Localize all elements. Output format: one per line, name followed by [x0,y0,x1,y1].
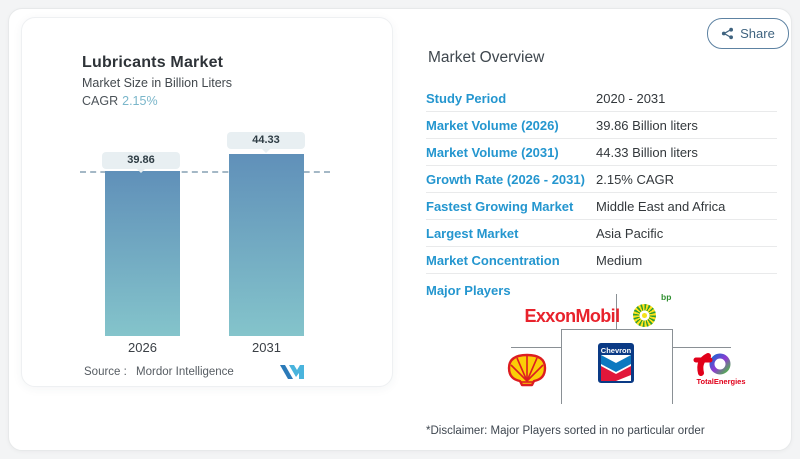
row-value: Asia Pacific [596,226,664,241]
grid-divider-right [671,347,731,348]
overview-table: Study Period 2020 - 2031 Market Volume (… [426,85,777,274]
data-label-2026: 39.86 [102,152,180,173]
row-label: Growth Rate (2026 - 2031) [426,172,585,187]
report-card: Lubricants Market Market Size in Billion… [8,8,792,451]
grid-divider-left [511,347,561,348]
table-row: Growth Rate (2026 - 2031) 2.15% CAGR [426,166,777,193]
table-row: Market Volume (2031) 44.33 Billion liter… [426,139,777,166]
source-value: Mordor Intelligence [136,366,234,378]
totalenergies-logo-label: TotalEnergies [696,377,746,386]
cagr-label: CAGR [82,94,119,108]
row-value: 44.33 Billion liters [596,145,698,160]
table-row: Market Volume (2026) 39.86 Billion liter… [426,112,777,139]
cagr-value: 2.15% [122,94,158,108]
x-axis-label-2031: 2031 [252,340,281,355]
disclaimer-text: *Disclaimer: Major Players sorted in no … [426,425,705,437]
row-value: Medium [596,253,643,268]
chart-title: Lubricants Market [82,54,224,71]
row-label: Study Period [426,91,507,106]
row-value: 2.15% CAGR [596,172,675,187]
totalenergies-te-icon [693,353,731,376]
table-row: Market Concentration Medium [426,247,777,274]
source-label: Source : [84,366,127,378]
data-label-2031: 44.33 [227,132,305,153]
share-button-label: Share [740,26,775,41]
row-value: 2020 - 2031 [596,91,666,106]
chart-subtitle: Market Size in Billion Liters [82,76,233,90]
row-value: 39.86 Billion liters [596,118,698,133]
reference-dashed-line [80,171,330,173]
chart-cagr: CAGR 2.15% [82,94,158,108]
shell-logo-icon [507,353,547,387]
grid-divider-vertical [616,294,617,329]
row-label: Largest Market [426,226,519,241]
chart-card: Lubricants Market Market Size in Billion… [21,17,393,387]
chevron-logo: Chevron [598,343,634,383]
source-line: Source : Mordor Intelligence [84,366,234,378]
row-label: Market Volume (2026) [426,118,559,133]
mordor-intelligence-logo-icon [280,365,304,379]
row-label: Market Volume (2031) [426,145,559,160]
chevron-stripes-icon [601,355,631,381]
chevron-logo-label: Chevron [600,346,632,355]
share-button[interactable]: Share [707,18,789,49]
table-row: Fastest Growing Market Middle East and A… [426,193,777,220]
bar-2026 [105,171,180,336]
share-icon [722,27,734,40]
bar-2031 [229,154,304,336]
major-players-label: Major Players [426,283,511,298]
row-label: Fastest Growing Market [426,199,574,214]
table-row: Study Period 2020 - 2031 [426,85,777,112]
x-axis-label-2026: 2026 [128,340,157,355]
exxonmobil-logo: ExxonMobil [524,306,620,326]
row-label: Market Concentration [426,253,560,268]
bp-logo-label: bp [661,292,672,302]
table-row: Largest Market Asia Pacific [426,220,777,247]
overview-title: Market Overview [428,49,545,66]
row-value: Middle East and Africa [596,199,726,214]
bp-helios-icon [633,304,656,327]
